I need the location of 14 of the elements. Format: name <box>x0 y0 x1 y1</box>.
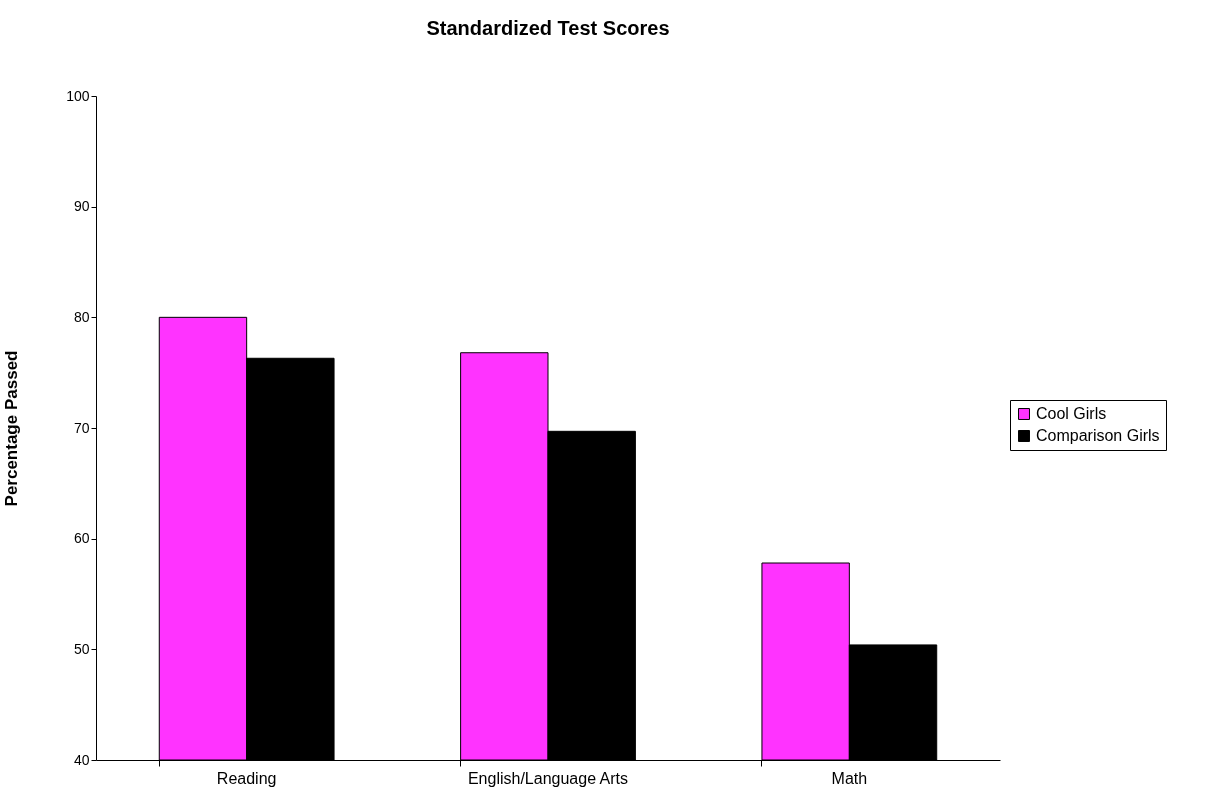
y-tick-label: 80 <box>73 308 90 325</box>
legend-label: Comparison Girls <box>1036 427 1160 444</box>
chart-title: Standardized Test Scores <box>426 17 670 39</box>
y-tick-label: 90 <box>73 198 90 215</box>
y-tick-label: 70 <box>73 419 90 436</box>
y-tick-label: 50 <box>73 640 90 657</box>
legend-label: Cool Girls <box>1036 405 1107 422</box>
y-tick-label: 60 <box>73 530 90 547</box>
y-tick-label: 40 <box>73 751 90 768</box>
y-tick-label: 100 <box>66 87 90 104</box>
x-tick-label: Reading <box>216 769 277 787</box>
x-tick-label: English/Language Arts <box>467 769 629 787</box>
y-axis-title: Percentage Passed <box>2 350 22 507</box>
x-tick-label: Math <box>831 769 868 787</box>
